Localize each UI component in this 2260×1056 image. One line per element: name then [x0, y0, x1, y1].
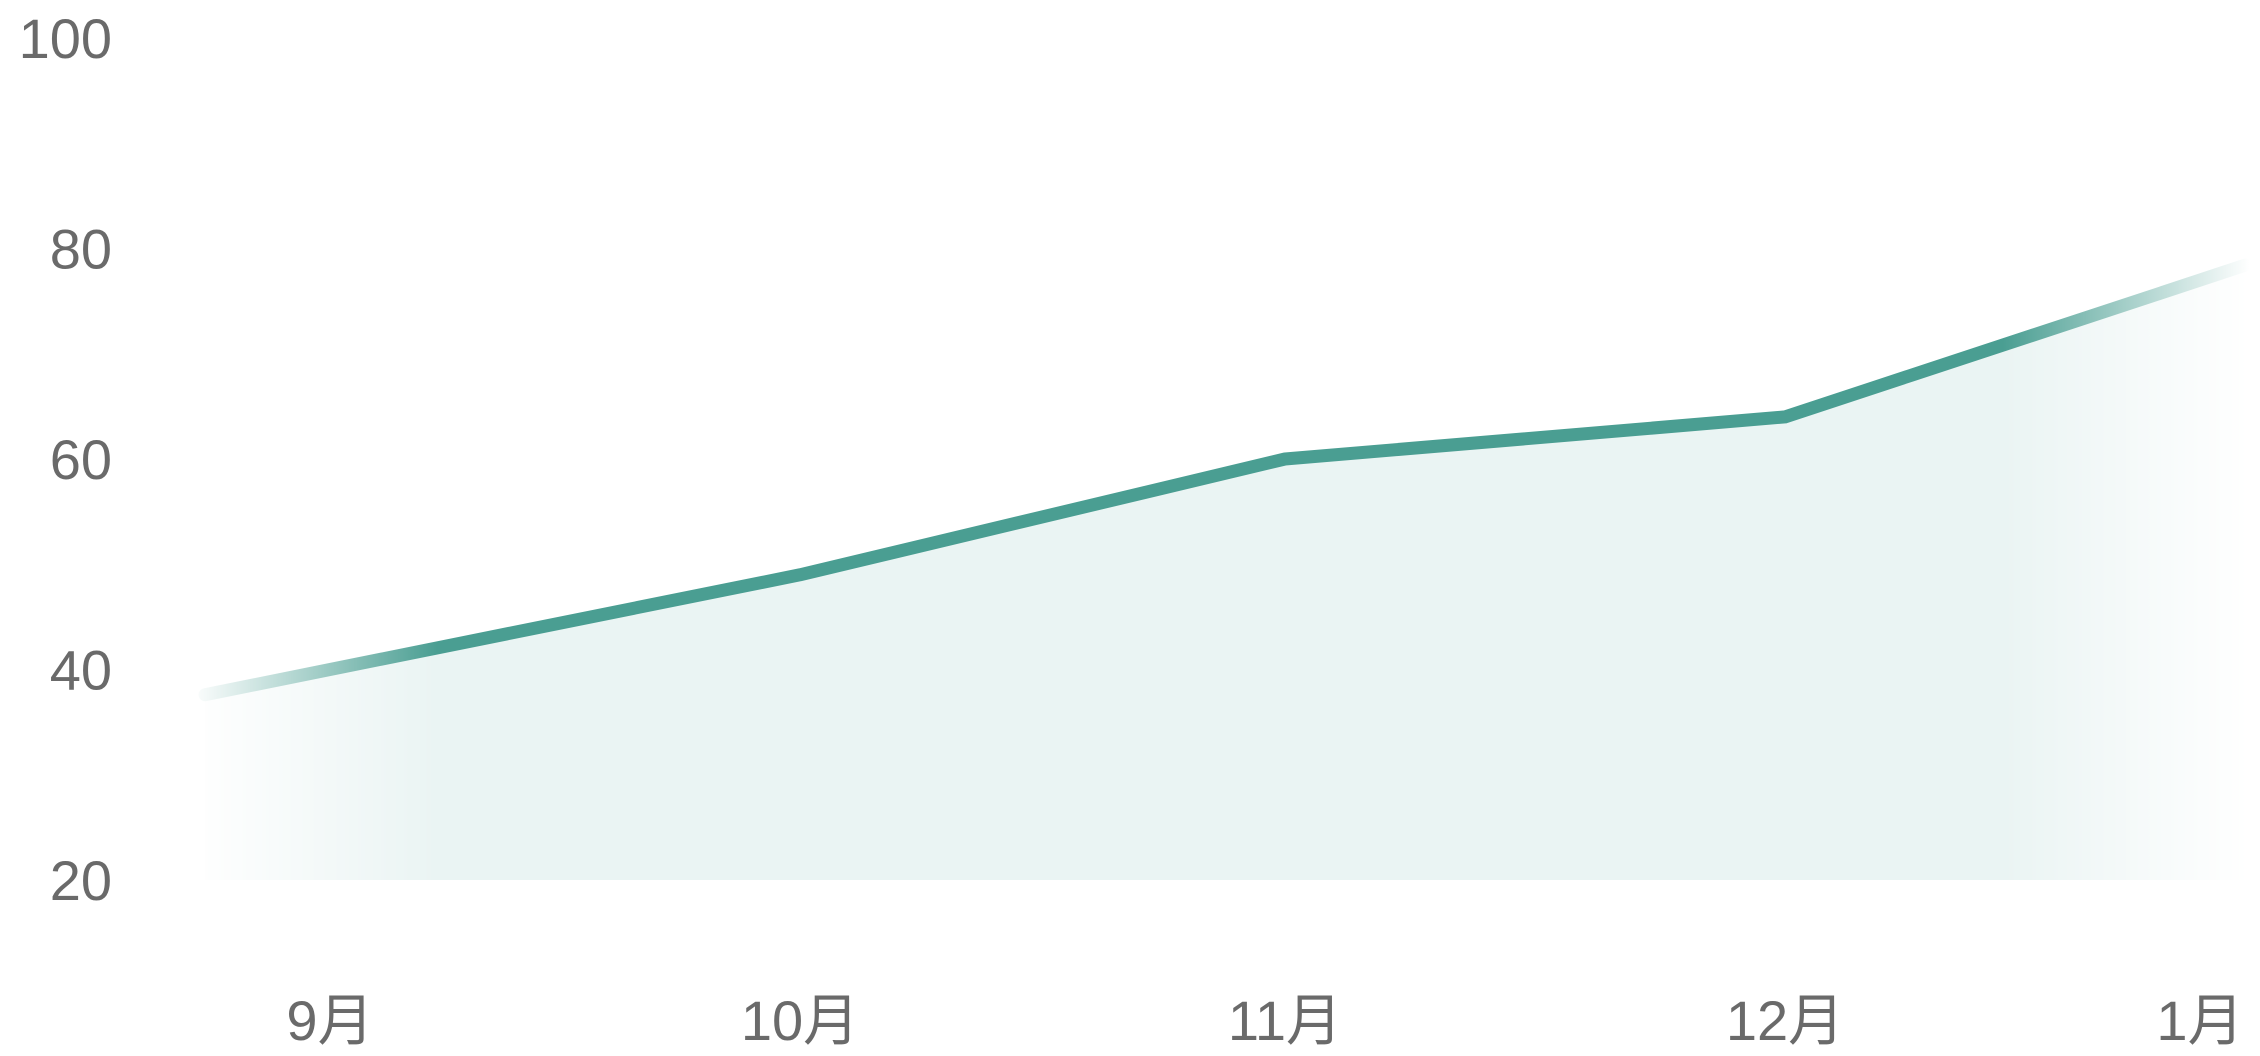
x-tick-label: 12月	[1726, 989, 1844, 1052]
y-tick-label: 40	[50, 639, 112, 702]
series-area	[205, 265, 2245, 880]
y-tick-label: 60	[50, 428, 112, 491]
y-tick-label: 80	[50, 218, 112, 281]
x-axis-ticks: 9月 10月 11月 12月 1月	[286, 989, 2243, 1052]
y-tick-label: 20	[50, 849, 112, 912]
data-layer	[198, 258, 2252, 880]
x-tick-label: 1月	[2156, 989, 2243, 1052]
x-tick-label: 11月	[1228, 989, 1342, 1052]
y-axis-ticks: 20 40 60 80 100	[19, 7, 112, 912]
y-tick-label: 100	[19, 7, 112, 70]
x-tick-label: 9月	[286, 989, 373, 1052]
x-tick-label: 10月	[741, 989, 859, 1052]
